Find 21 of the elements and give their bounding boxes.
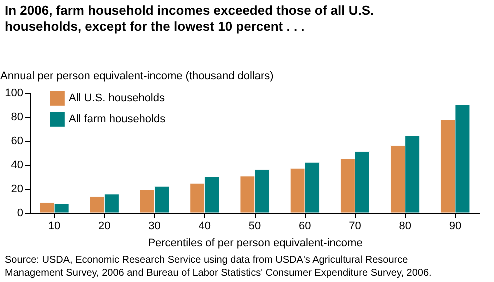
y-tick-label: 100 <box>5 88 24 100</box>
y-tick-label: 80 <box>11 112 24 124</box>
y-tick-label: 20 <box>11 184 24 196</box>
y-tick-label: 0 <box>17 208 24 220</box>
y-tick-label: 40 <box>11 160 24 172</box>
x-tick-label: 60 <box>298 220 312 232</box>
y-axis-title: Annual per person equivalent-income (thousand dollars) <box>0 70 274 82</box>
x-tick-label: 10 <box>48 220 61 232</box>
x-tick-label: 30 <box>148 220 161 232</box>
chart-title: In 2006, farm household incomes exceeded those of all U.S. households, except for the lowest 10 percent . . . <box>5 3 374 34</box>
legend-label: All U.S. households <box>69 92 166 104</box>
y-tick-label: 60 <box>11 136 24 148</box>
x-tick-label: 40 <box>198 220 212 232</box>
x-tick-label: 50 <box>248 220 262 232</box>
source-note: Source: USDA, Economic Research Service using data from USDA's Agricultural Resource Management Survey, 2006 and Bureau of Labor Statistics' Consumer Expenditure Survey, 2006. <box>5 255 432 279</box>
legend-label: All farm households <box>69 114 166 126</box>
x-tick-label: 20 <box>98 220 111 232</box>
x-tick-label: 90 <box>449 220 462 232</box>
x-tick-label: 80 <box>399 220 412 232</box>
x-axis-title: Percentiles of per person equivalent-income <box>148 238 363 250</box>
x-tick-label: 70 <box>349 220 362 232</box>
